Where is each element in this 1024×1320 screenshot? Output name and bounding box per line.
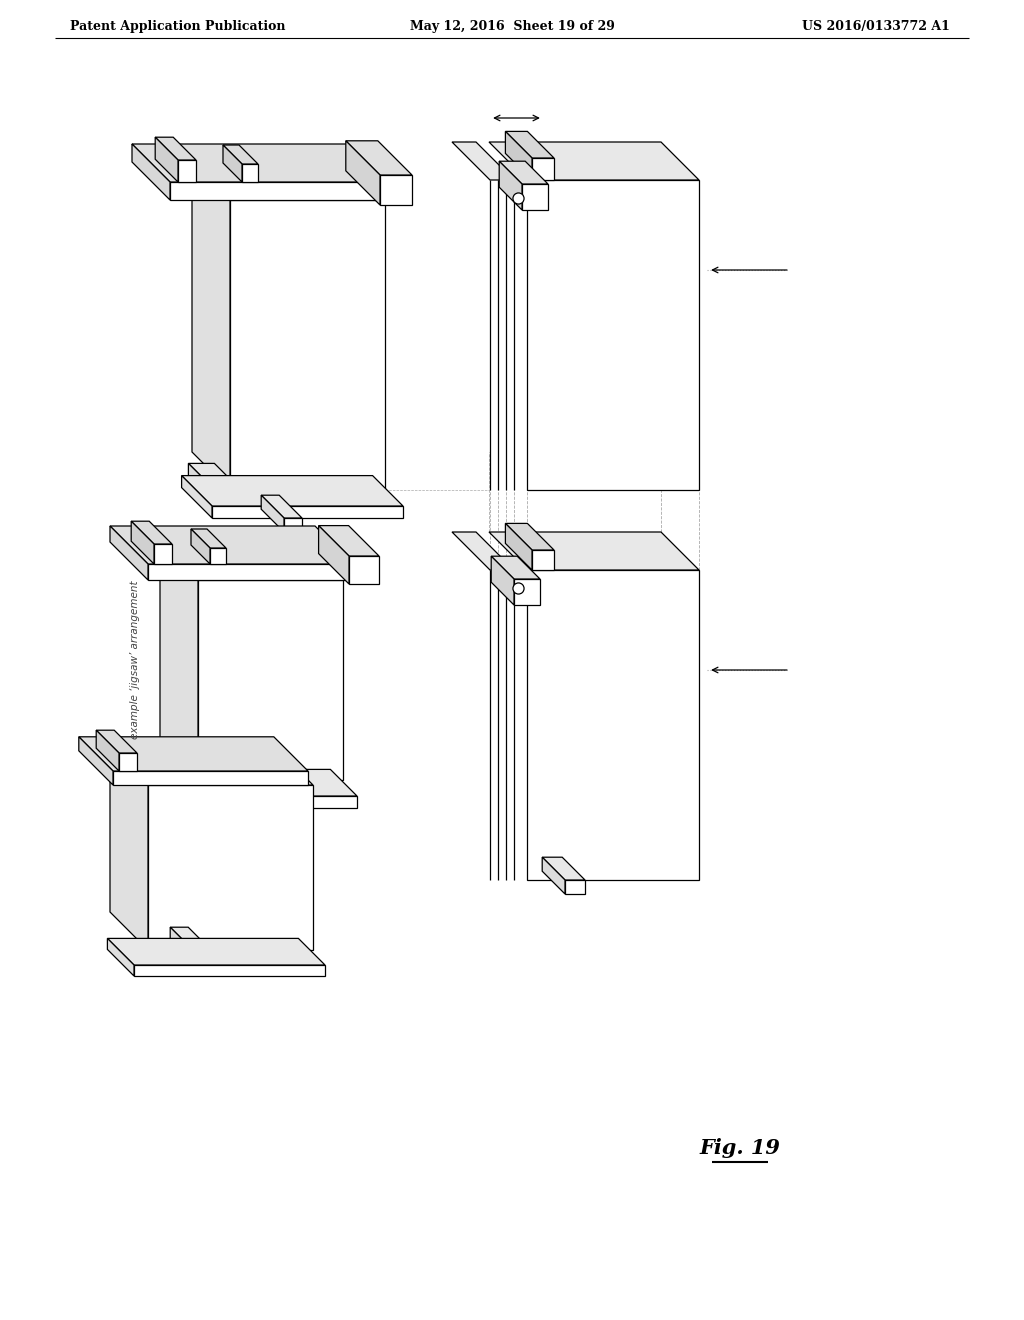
Polygon shape — [225, 758, 248, 796]
Polygon shape — [492, 556, 540, 579]
Polygon shape — [210, 548, 226, 564]
Polygon shape — [527, 570, 699, 880]
Polygon shape — [452, 143, 514, 180]
Polygon shape — [542, 857, 565, 894]
Polygon shape — [212, 506, 403, 517]
Polygon shape — [96, 730, 119, 771]
Polygon shape — [506, 524, 554, 550]
Polygon shape — [79, 737, 308, 771]
Polygon shape — [489, 532, 699, 570]
Polygon shape — [154, 544, 172, 564]
Polygon shape — [261, 495, 284, 532]
Polygon shape — [134, 965, 325, 975]
Polygon shape — [119, 752, 137, 771]
Text: May 12, 2016  Sheet 19 of 29: May 12, 2016 Sheet 19 of 29 — [410, 20, 614, 33]
Polygon shape — [198, 579, 343, 780]
Polygon shape — [113, 771, 308, 785]
Polygon shape — [96, 730, 137, 752]
Polygon shape — [131, 521, 172, 544]
Polygon shape — [148, 564, 353, 579]
Polygon shape — [170, 927, 193, 964]
Text: example ‘jigsaw’ arrangement: example ‘jigsaw’ arrangement — [130, 581, 140, 739]
Polygon shape — [506, 132, 532, 180]
Polygon shape — [223, 145, 258, 164]
Polygon shape — [110, 525, 148, 579]
Polygon shape — [527, 180, 699, 490]
Polygon shape — [181, 475, 212, 517]
Polygon shape — [506, 524, 532, 570]
Polygon shape — [242, 164, 258, 182]
Polygon shape — [108, 939, 134, 975]
Polygon shape — [191, 529, 226, 548]
Text: Patent Application Publication: Patent Application Publication — [70, 20, 286, 33]
Polygon shape — [156, 770, 182, 808]
Polygon shape — [230, 201, 385, 490]
Polygon shape — [346, 141, 412, 176]
Polygon shape — [489, 143, 699, 180]
Polygon shape — [248, 780, 266, 796]
Polygon shape — [110, 525, 353, 564]
Polygon shape — [532, 158, 554, 180]
Text: US 2016/0133772 A1: US 2016/0133772 A1 — [802, 20, 950, 33]
Polygon shape — [132, 144, 170, 201]
Polygon shape — [193, 162, 385, 201]
Polygon shape — [178, 160, 196, 182]
Polygon shape — [506, 132, 554, 158]
Text: Fig. 19: Fig. 19 — [699, 1138, 780, 1158]
Polygon shape — [188, 463, 241, 490]
Polygon shape — [156, 137, 178, 182]
Polygon shape — [522, 183, 548, 210]
Polygon shape — [160, 543, 198, 780]
Polygon shape — [500, 161, 522, 210]
Polygon shape — [193, 950, 211, 964]
Polygon shape — [565, 880, 585, 894]
Polygon shape — [182, 796, 357, 808]
Polygon shape — [349, 556, 379, 583]
Polygon shape — [131, 521, 154, 564]
Polygon shape — [181, 475, 403, 506]
Polygon shape — [452, 532, 514, 570]
Polygon shape — [132, 144, 385, 182]
Polygon shape — [156, 770, 357, 796]
Polygon shape — [225, 758, 266, 780]
Polygon shape — [215, 490, 241, 506]
Polygon shape — [500, 161, 548, 183]
Polygon shape — [532, 550, 554, 570]
Polygon shape — [318, 525, 379, 556]
Polygon shape — [492, 556, 514, 605]
Polygon shape — [110, 747, 313, 785]
Polygon shape — [193, 162, 230, 490]
Polygon shape — [380, 176, 412, 205]
Polygon shape — [191, 529, 210, 564]
Polygon shape — [170, 927, 211, 950]
Polygon shape — [110, 747, 148, 950]
Polygon shape — [156, 137, 196, 160]
Polygon shape — [79, 737, 113, 785]
Polygon shape — [318, 525, 349, 583]
Polygon shape — [148, 785, 313, 950]
Polygon shape — [223, 145, 242, 182]
Polygon shape — [514, 579, 540, 605]
Polygon shape — [261, 495, 302, 517]
Polygon shape — [170, 182, 385, 201]
Polygon shape — [160, 543, 343, 579]
Polygon shape — [188, 463, 215, 506]
Polygon shape — [542, 857, 585, 880]
Polygon shape — [346, 141, 380, 205]
Polygon shape — [284, 517, 302, 532]
Polygon shape — [108, 939, 325, 965]
